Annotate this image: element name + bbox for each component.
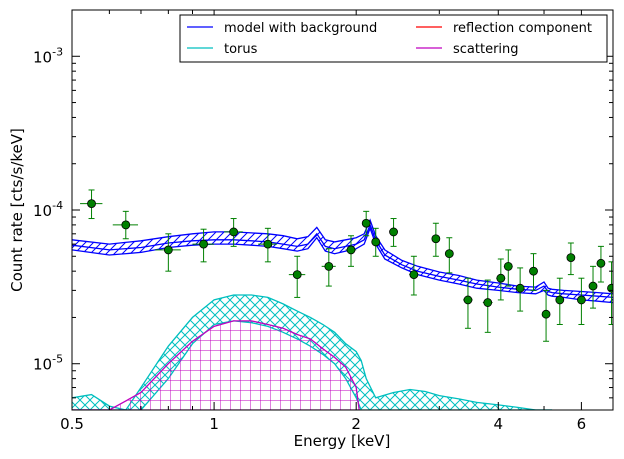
data-point xyxy=(345,235,357,267)
data-point xyxy=(321,248,336,287)
data-marker xyxy=(361,218,371,228)
data-point xyxy=(431,222,441,257)
data-point xyxy=(361,210,371,237)
torus-upper-line xyxy=(72,294,553,410)
x-tick-label: 4 xyxy=(494,415,504,433)
scattering-upper-line xyxy=(72,320,360,410)
legend-label-torus: torus xyxy=(224,42,258,57)
data-marker xyxy=(163,245,173,255)
data-point xyxy=(112,210,139,240)
data-marker xyxy=(346,245,356,255)
data-marker xyxy=(292,270,302,279)
x-tick-label: 6 xyxy=(577,415,587,433)
data-marker xyxy=(199,239,208,249)
data-marker xyxy=(409,270,419,279)
data-marker xyxy=(87,199,96,209)
x-tick-label: 1 xyxy=(209,415,219,433)
data-marker xyxy=(389,227,398,237)
torus-band xyxy=(72,295,553,410)
data-point xyxy=(555,277,565,325)
data-marker xyxy=(431,234,441,244)
data-marker xyxy=(444,249,454,259)
data-marker xyxy=(229,227,239,237)
data-point xyxy=(80,189,103,220)
data-marker xyxy=(324,261,334,271)
model-with-background-model-line xyxy=(72,223,613,299)
data-point xyxy=(192,228,215,263)
data-point xyxy=(576,277,586,325)
data-marker xyxy=(121,220,131,230)
data-marker xyxy=(496,273,506,283)
data-point xyxy=(566,242,576,276)
x-tick-label: 0.5 xyxy=(60,415,84,433)
data-point xyxy=(409,255,419,296)
data-point xyxy=(155,233,181,272)
data-marker xyxy=(503,261,513,271)
data-marker xyxy=(515,283,525,293)
data-point xyxy=(541,289,551,342)
data-point xyxy=(503,249,513,287)
data-marker xyxy=(607,283,613,293)
legend-label-model: model with background xyxy=(224,21,377,36)
data-marker xyxy=(566,253,576,263)
data-marker xyxy=(463,295,473,305)
data-point xyxy=(224,218,243,247)
data-marker xyxy=(596,258,606,268)
y-tick-label: 10-4 xyxy=(33,199,63,220)
y-tick-label: 10-3 xyxy=(33,45,63,66)
data-point xyxy=(389,218,398,247)
model-with-background-upper-line xyxy=(72,218,613,295)
data-marker xyxy=(263,239,273,249)
legend-label-reflection: reflection component xyxy=(453,21,592,36)
data-marker xyxy=(371,237,381,247)
legend-label-scattering: scattering xyxy=(453,42,519,57)
data-point xyxy=(529,253,538,291)
data-point xyxy=(371,227,381,257)
legend: model with background torus reflection c… xyxy=(179,14,608,63)
data-point xyxy=(588,265,598,309)
data-point xyxy=(288,255,306,298)
x-tick-label: 2 xyxy=(351,415,361,433)
data-point xyxy=(515,267,525,312)
data-point xyxy=(482,279,493,333)
y-axis-label: Count rate [cts/s/keV] xyxy=(8,128,26,292)
data-marker xyxy=(588,281,598,291)
y-tick-label: 10-5 xyxy=(33,353,63,374)
x-axis-label: Energy [keV] xyxy=(294,432,391,450)
data-marker xyxy=(529,266,538,276)
data-point xyxy=(496,258,506,301)
data-marker xyxy=(541,309,551,319)
data-marker xyxy=(576,295,586,305)
data-marker xyxy=(555,295,565,305)
data-point xyxy=(463,277,473,329)
scattering-band xyxy=(72,320,360,410)
data-marker xyxy=(483,298,493,307)
data-point xyxy=(258,227,278,263)
data-point xyxy=(444,237,454,274)
data-point xyxy=(596,245,606,283)
legend-box xyxy=(179,14,608,63)
